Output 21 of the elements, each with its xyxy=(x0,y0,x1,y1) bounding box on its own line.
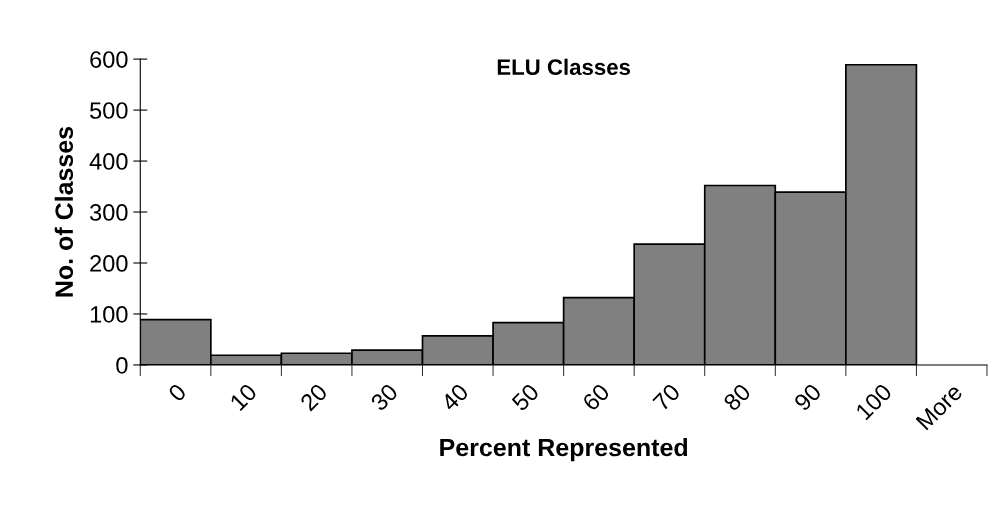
x-tick-label: 20 xyxy=(299,382,329,412)
y-tick-label: 300 xyxy=(89,204,128,221)
y-tick-label: 400 xyxy=(89,153,128,170)
x-tick-label: 50 xyxy=(510,382,540,412)
y-tick-label: 500 xyxy=(90,102,128,119)
x-tick-label: 100 xyxy=(854,382,893,421)
x-tick-label: 10 xyxy=(229,382,258,412)
x-tick-label: 80 xyxy=(722,382,752,412)
x-tick-label: 30 xyxy=(369,382,399,412)
x-tick-label: 0 xyxy=(167,382,188,403)
y-tick-label: 200 xyxy=(90,255,128,272)
y-tick-label: 600 xyxy=(90,51,128,68)
y-axis-title: No. of Classes xyxy=(54,126,74,297)
x-tick-label: 60 xyxy=(581,382,611,412)
x-tick-label: 90 xyxy=(793,382,823,412)
y-tick-label: 100 xyxy=(90,306,128,323)
chart-title: ELU Classes xyxy=(497,58,631,76)
x-tick-label: 70 xyxy=(652,382,682,412)
x-tick-label: 40 xyxy=(440,382,470,413)
x-axis-title: Percent Represented xyxy=(440,437,688,462)
y-tick-label: 0 xyxy=(116,357,128,374)
